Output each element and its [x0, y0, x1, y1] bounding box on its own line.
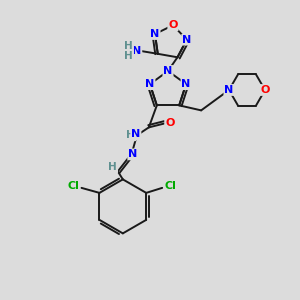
Text: Cl: Cl: [68, 181, 80, 191]
Text: O: O: [168, 20, 178, 30]
Text: N: N: [128, 149, 137, 159]
Text: Cl: Cl: [164, 181, 176, 191]
Text: H: H: [124, 41, 133, 51]
Text: N: N: [224, 85, 234, 95]
Text: N: N: [150, 29, 160, 39]
Text: H: H: [127, 130, 135, 140]
Text: H: H: [109, 162, 117, 172]
Text: H: H: [124, 51, 133, 61]
Text: N: N: [131, 129, 140, 140]
Text: O: O: [165, 118, 175, 128]
Text: O: O: [260, 85, 270, 95]
Text: N: N: [164, 66, 172, 76]
Text: N: N: [182, 34, 191, 45]
Text: N: N: [182, 79, 191, 89]
Text: N: N: [132, 46, 141, 56]
Text: N: N: [145, 79, 154, 89]
